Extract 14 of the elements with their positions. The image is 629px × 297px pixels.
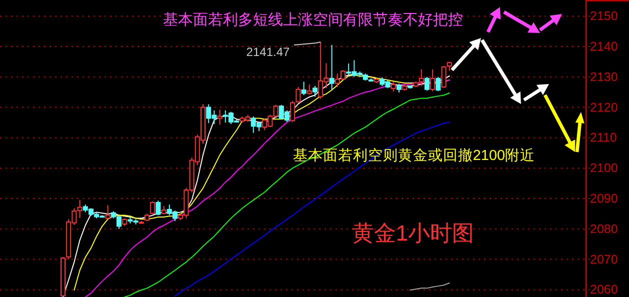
y-tick-label: 2130 xyxy=(590,70,618,84)
y-tick-label: 2060 xyxy=(590,282,618,297)
y-tick-label: 2110 xyxy=(590,130,617,145)
text: 黄金1小时图 xyxy=(352,220,474,246)
y-tick-label: 2140 xyxy=(590,40,618,54)
y-tick-label: 2150 xyxy=(590,9,618,24)
y-tick-label: 2070 xyxy=(590,252,618,266)
y-tick-label: 2100 xyxy=(590,161,618,176)
line-series xyxy=(410,282,450,291)
annotation: 基本面若利多短线上涨空间有限节奏不好把控 xyxy=(163,12,463,28)
y-tick-label: 2080 xyxy=(590,222,618,236)
y-tick-label: 2090 xyxy=(590,192,618,206)
y-tick-label: 2120 xyxy=(590,100,618,114)
annotation: 2141.47 xyxy=(246,45,290,59)
